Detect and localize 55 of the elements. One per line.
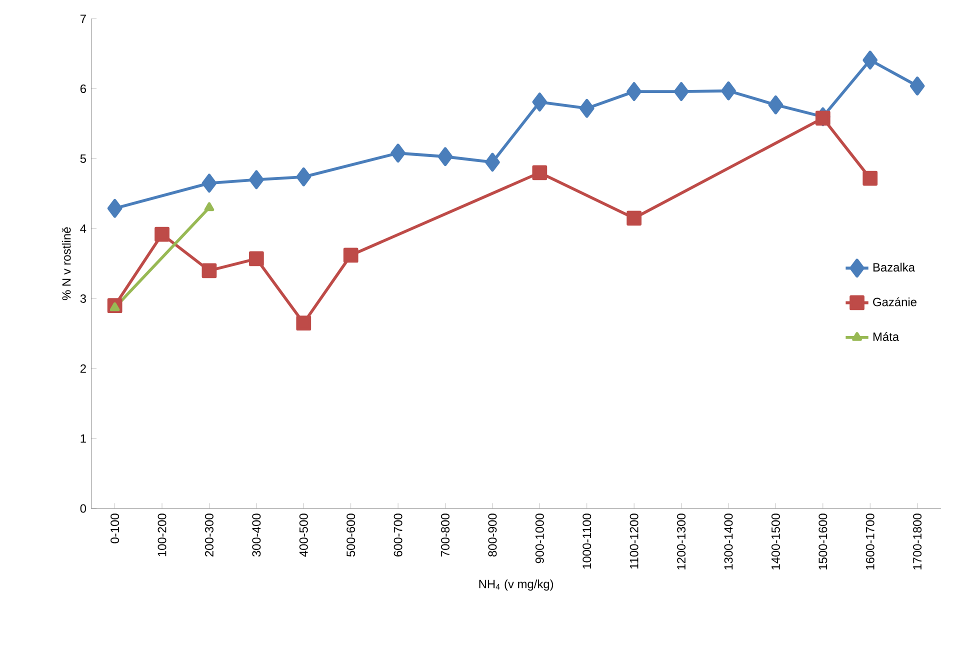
point [202, 174, 217, 193]
x-tick-label: 500-600 [346, 514, 356, 557]
point [154, 226, 170, 242]
point [107, 198, 122, 218]
x-tick-label: 1200-1300 [677, 514, 686, 570]
x-tick-label: 200-300 [204, 514, 214, 556]
y-tick-label: 2 [80, 364, 86, 373]
point [815, 110, 830, 126]
y-tick-label: 6 [80, 84, 86, 93]
x-tick-label: 300-400 [252, 514, 261, 557]
point [248, 251, 264, 266]
point [390, 144, 406, 163]
y-axis-title: % N v rostlině [62, 227, 71, 300]
legend-label: Máta [873, 332, 900, 341]
point [485, 152, 500, 172]
point [862, 170, 878, 186]
y-tick-label: 4 [80, 224, 86, 233]
y-tick-label: 5 [80, 154, 86, 163]
point [579, 98, 594, 118]
point [626, 210, 642, 226]
point [674, 82, 689, 101]
point [248, 170, 264, 190]
point [202, 263, 217, 278]
point [532, 92, 548, 112]
point [721, 81, 736, 100]
x-tick-label: 600-700 [394, 514, 402, 556]
x-tick-label: 400-500 [299, 514, 308, 557]
point [296, 316, 312, 330]
x-tick-label: 1700-1800 [913, 514, 922, 570]
y-tick-label: 7 [80, 14, 86, 23]
x-tick-label: 800-900 [488, 514, 497, 556]
point [532, 165, 548, 180]
point [343, 248, 358, 263]
x-tick-label: 1500-1600 [818, 514, 828, 570]
x-tick-label: 0-100 [110, 514, 120, 544]
x-tick-label: 700-800 [441, 514, 450, 556]
y-tick-label: 0 [80, 504, 86, 513]
legend-label: Gazánie [873, 297, 916, 306]
x-tick-label: 1100-1200 [630, 514, 638, 568]
x-tick-label: 1400-1500 [771, 514, 780, 570]
x-tick-label: 1000-1100 [582, 514, 592, 568]
point [910, 76, 925, 96]
point [862, 50, 878, 70]
legend-label: Bazalka [873, 262, 916, 272]
point [296, 167, 312, 186]
x-tick-label: 1600-1700 [866, 514, 874, 570]
x-tick-label: 1300-1400 [724, 514, 733, 570]
x-axis-title: NH$_{4}$ (v mg/kg) [479, 579, 554, 591]
point [626, 82, 642, 101]
y-tick-label: 1 [80, 434, 86, 443]
point [438, 147, 453, 166]
point [768, 95, 784, 114]
x-tick-label: 100-200 [158, 514, 166, 556]
x-tick-label: 900-1000 [535, 514, 544, 564]
y-tick-label: 3 [80, 294, 86, 303]
